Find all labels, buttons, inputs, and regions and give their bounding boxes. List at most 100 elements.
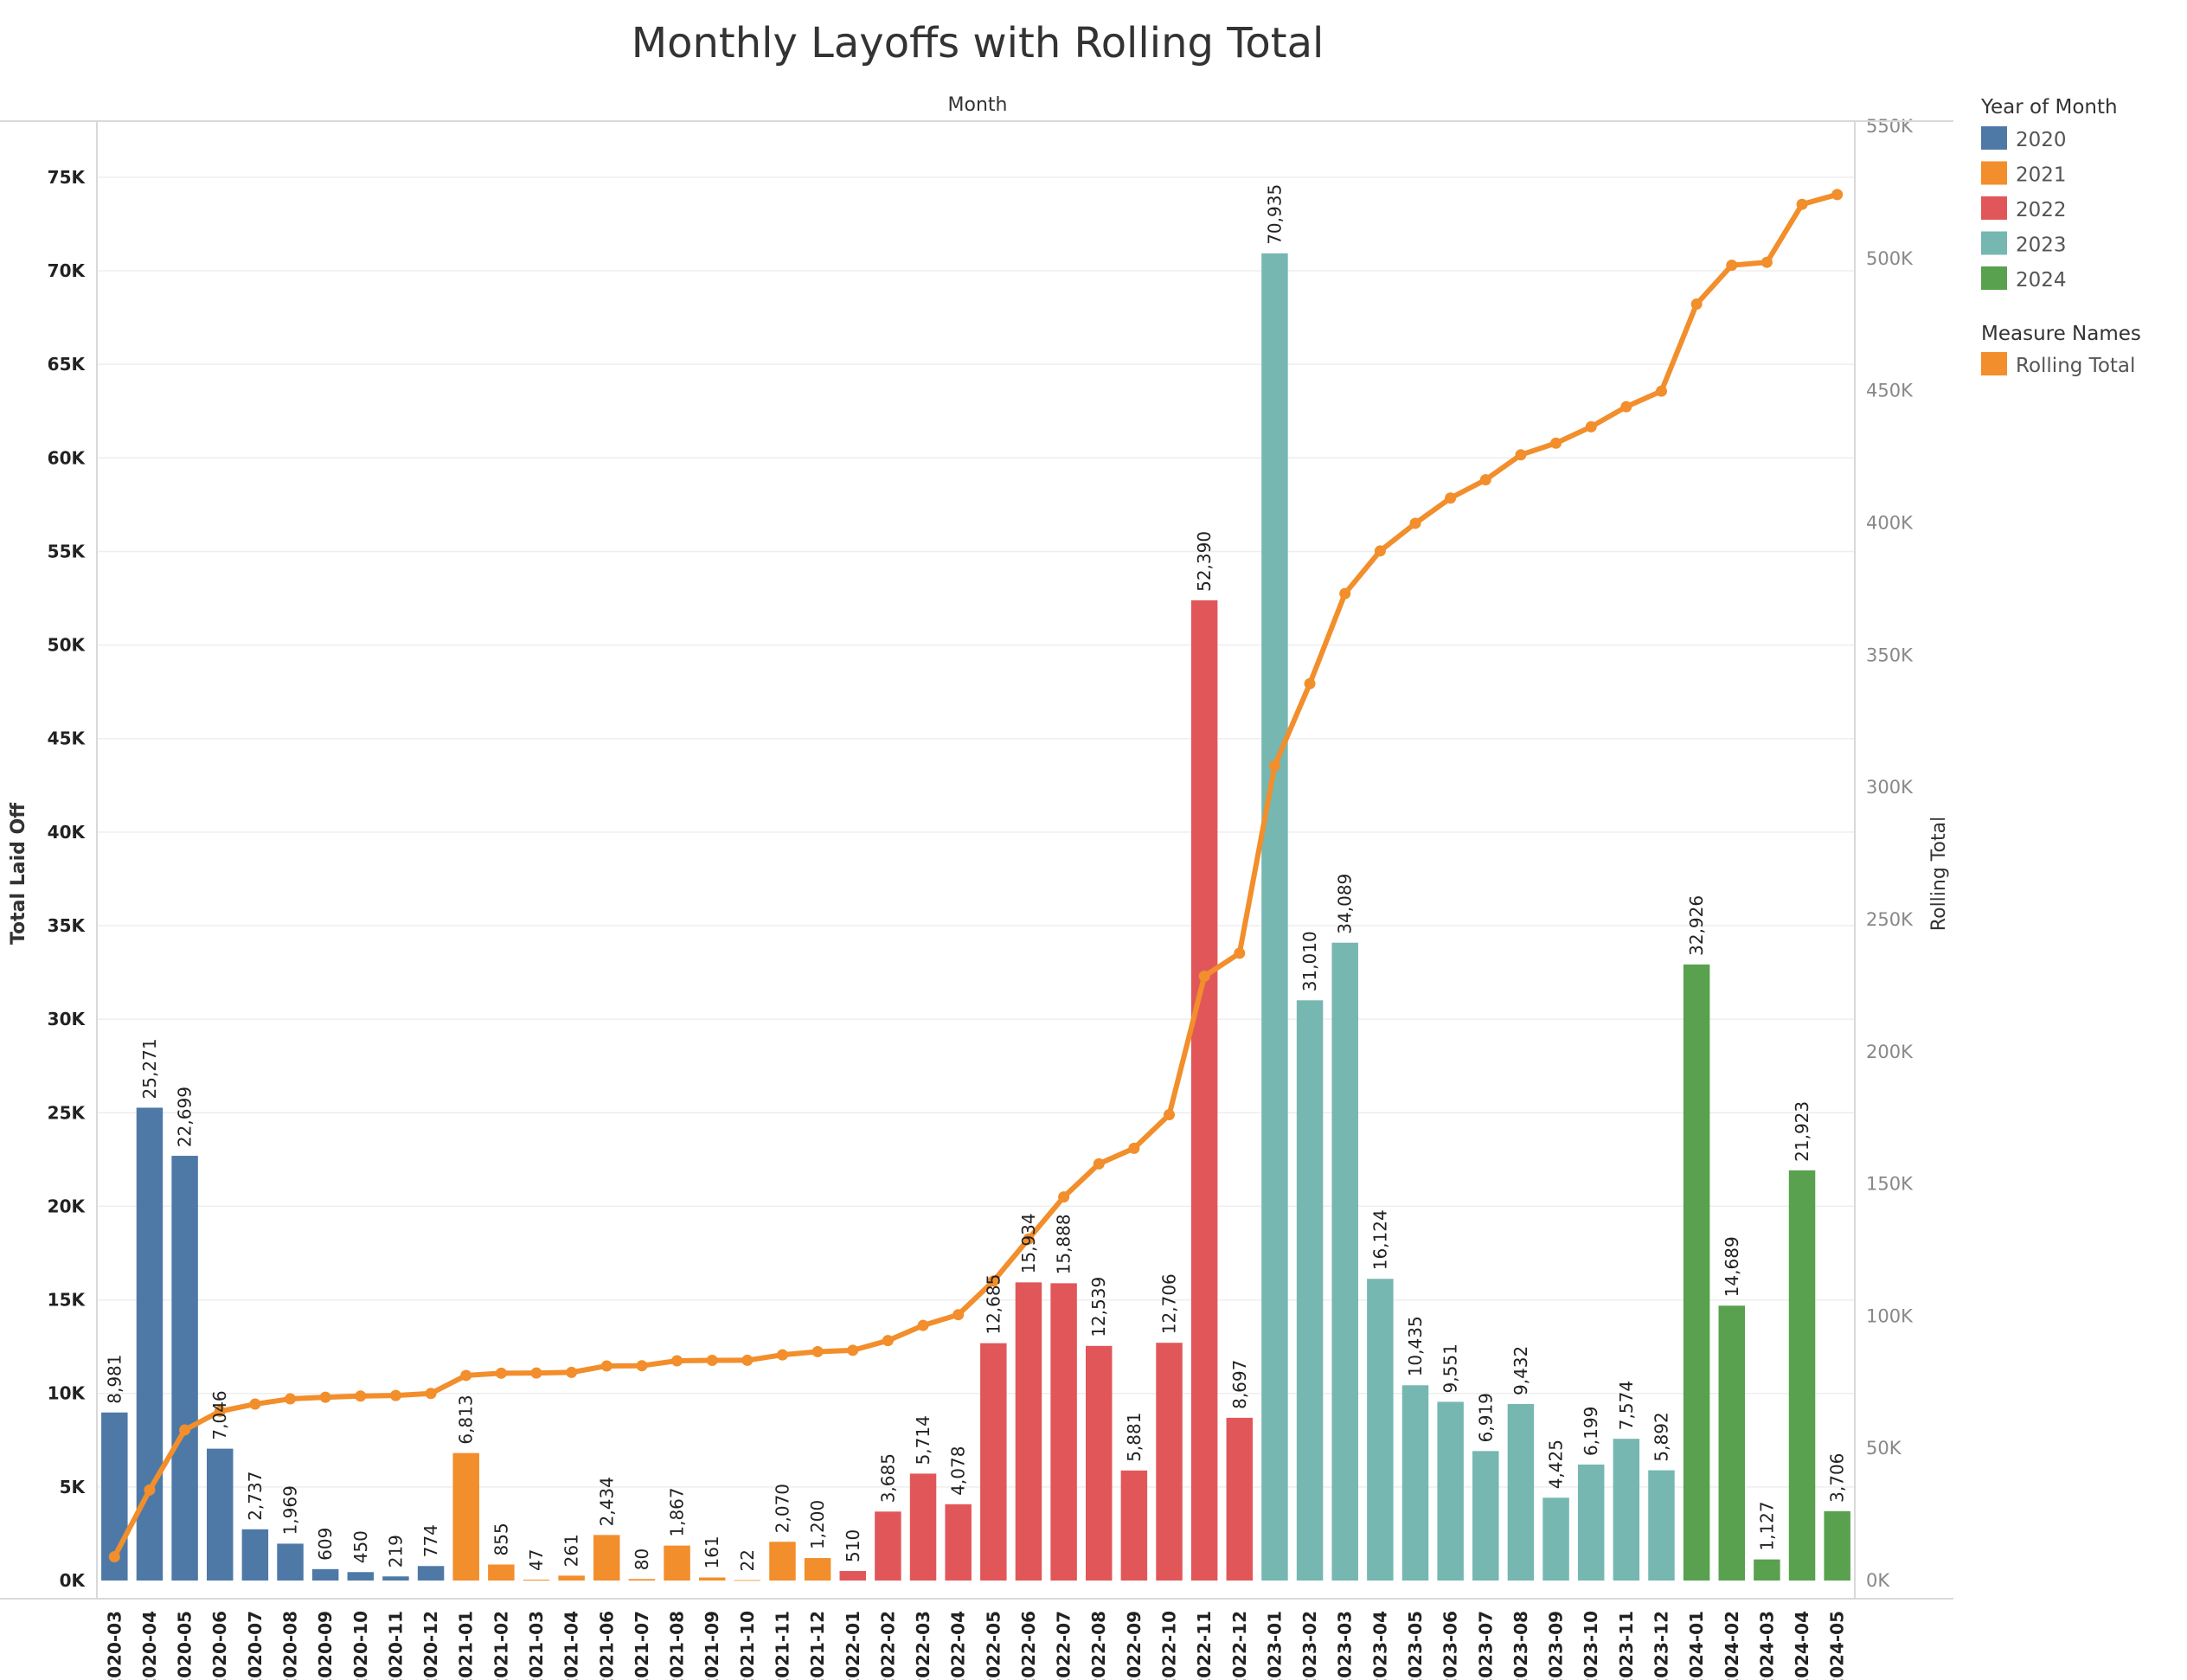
bar-value-label: 14,689 bbox=[1722, 1236, 1742, 1297]
x-tick-label: 2022-12 bbox=[1229, 1611, 1250, 1680]
legend: Year of Month 2020 2021 2022 2023 2024 Measu… bbox=[1980, 96, 2141, 377]
rolling-total-point bbox=[1796, 198, 1808, 210]
bar-value-label: 510 bbox=[843, 1529, 863, 1562]
rolling-total-point bbox=[1726, 260, 1738, 272]
bar-value-label: 34,089 bbox=[1335, 874, 1356, 934]
rolling-total-point bbox=[1093, 1157, 1105, 1170]
y2-tick-label: 500K bbox=[1866, 248, 1914, 269]
legend-swatch bbox=[1981, 126, 2007, 150]
bar-value-label: 5,892 bbox=[1651, 1412, 1671, 1461]
legend-year-label: 2020 bbox=[2016, 129, 2067, 151]
bar-value-label: 2,070 bbox=[772, 1484, 792, 1533]
x-tick-label: 2021-02 bbox=[491, 1611, 511, 1680]
x-tick-label: 2020-06 bbox=[209, 1611, 230, 1680]
x-tick-label: 2022-07 bbox=[1054, 1611, 1074, 1680]
rolling-total-point bbox=[1339, 587, 1351, 600]
legend-rolling-total-label: Rolling Total bbox=[2016, 355, 2135, 377]
y-tick-label: 15K bbox=[48, 1290, 87, 1311]
y2-tick-label: 50K bbox=[1866, 1438, 1902, 1459]
bar bbox=[664, 1545, 690, 1581]
rolling-total-point bbox=[530, 1367, 542, 1379]
y2-tick-label: 450K bbox=[1866, 381, 1914, 401]
bar bbox=[1788, 1170, 1816, 1581]
x-tick-label: 2022-03 bbox=[913, 1611, 933, 1680]
x-tick-label: 2024-02 bbox=[1722, 1611, 1742, 1680]
rolling-total-point bbox=[319, 1391, 331, 1403]
bar-value-label: 774 bbox=[420, 1524, 441, 1557]
bar-value-label: 25,271 bbox=[139, 1038, 160, 1099]
x-tick-label: 2020-08 bbox=[280, 1611, 301, 1680]
rolling-total-point bbox=[1690, 298, 1703, 311]
x-tick-label: 2023-07 bbox=[1475, 1611, 1496, 1680]
y2-tick-label: 200K bbox=[1866, 1042, 1914, 1062]
bar bbox=[1367, 1279, 1394, 1581]
right-axis-title-group: Rolling Total bbox=[1928, 817, 1950, 931]
x-tick-label: 2021-06 bbox=[596, 1611, 617, 1680]
x-tick-label: 2023-08 bbox=[1510, 1611, 1531, 1680]
y-tick-label: 75K bbox=[48, 167, 87, 188]
y-tick-label: 30K bbox=[48, 1009, 87, 1029]
x-tick-label: 2020-03 bbox=[104, 1611, 125, 1680]
bar bbox=[1050, 1283, 1077, 1581]
y-axis-title: Total Laid Off bbox=[8, 802, 29, 945]
x-tick-label: 2022-02 bbox=[877, 1611, 898, 1680]
bar-value-label: 52,390 bbox=[1194, 531, 1215, 592]
bars bbox=[101, 253, 1850, 1581]
bar-value-label: 1,969 bbox=[280, 1485, 301, 1535]
y2-axis-title: Rolling Total bbox=[1928, 817, 1950, 931]
bar bbox=[1824, 1510, 1850, 1581]
bar bbox=[1296, 1000, 1324, 1581]
x-tick-label: 2020-12 bbox=[420, 1611, 441, 1680]
rolling-total-point bbox=[389, 1389, 401, 1401]
left-axis-title-group: Total Laid Off bbox=[8, 802, 29, 945]
bar bbox=[1613, 1439, 1640, 1581]
bar bbox=[241, 1529, 269, 1581]
rolling-total-point bbox=[566, 1366, 578, 1378]
bar bbox=[207, 1448, 234, 1581]
bar bbox=[698, 1577, 726, 1581]
bar bbox=[1086, 1345, 1113, 1581]
legend-year-label: 2022 bbox=[2016, 199, 2067, 221]
bar-value-label: 6,199 bbox=[1581, 1407, 1601, 1456]
rolling-total-point bbox=[1198, 970, 1210, 982]
bar-value-label: 16,124 bbox=[1369, 1209, 1390, 1270]
bar bbox=[382, 1576, 409, 1581]
y-tick-label: 50K bbox=[48, 635, 87, 656]
y-tick-label: 20K bbox=[48, 1196, 87, 1216]
bar bbox=[171, 1156, 198, 1581]
y2-tick-label: 250K bbox=[1866, 909, 1914, 930]
rolling-total-point bbox=[1234, 947, 1246, 959]
bar-value-label: 261 bbox=[561, 1534, 582, 1567]
rolling-total-point bbox=[460, 1369, 472, 1382]
rolling-total-point bbox=[776, 1349, 788, 1361]
bar-value-label: 15,888 bbox=[1054, 1214, 1074, 1274]
y2-tick-label: 300K bbox=[1866, 777, 1914, 798]
bar bbox=[769, 1542, 796, 1581]
y2-tick-label: 350K bbox=[1866, 644, 1914, 665]
x-tick-label: 2023-06 bbox=[1440, 1611, 1461, 1680]
rolling-total-point bbox=[355, 1390, 367, 1402]
bar-value-label: 161 bbox=[702, 1536, 722, 1568]
x-tick-label: 2021-03 bbox=[526, 1611, 547, 1680]
bar bbox=[1156, 1343, 1183, 1581]
legend-year-items: 2020 2021 2022 2023 2024 bbox=[1981, 126, 2067, 292]
bar-value-label: 1,127 bbox=[1756, 1501, 1777, 1550]
rolling-total-point bbox=[952, 1309, 965, 1321]
y-tick-label: 70K bbox=[48, 260, 87, 281]
bar bbox=[1542, 1497, 1569, 1581]
y2-tick-label: 100K bbox=[1866, 1305, 1914, 1326]
bar bbox=[1120, 1470, 1148, 1581]
bar-value-label: 9,551 bbox=[1440, 1343, 1461, 1393]
bar bbox=[945, 1504, 972, 1581]
rolling-total-point bbox=[1128, 1142, 1140, 1154]
bar bbox=[1437, 1401, 1464, 1581]
bar-value-label: 31,010 bbox=[1299, 931, 1320, 991]
x-tick-label: 2022-10 bbox=[1159, 1611, 1180, 1680]
rolling-total-point bbox=[847, 1344, 859, 1356]
bar bbox=[523, 1579, 550, 1581]
bar bbox=[804, 1558, 831, 1581]
rolling-total-point bbox=[495, 1367, 507, 1379]
bar-value-label: 4,425 bbox=[1546, 1440, 1567, 1489]
bar-value-label: 12,706 bbox=[1159, 1273, 1180, 1334]
